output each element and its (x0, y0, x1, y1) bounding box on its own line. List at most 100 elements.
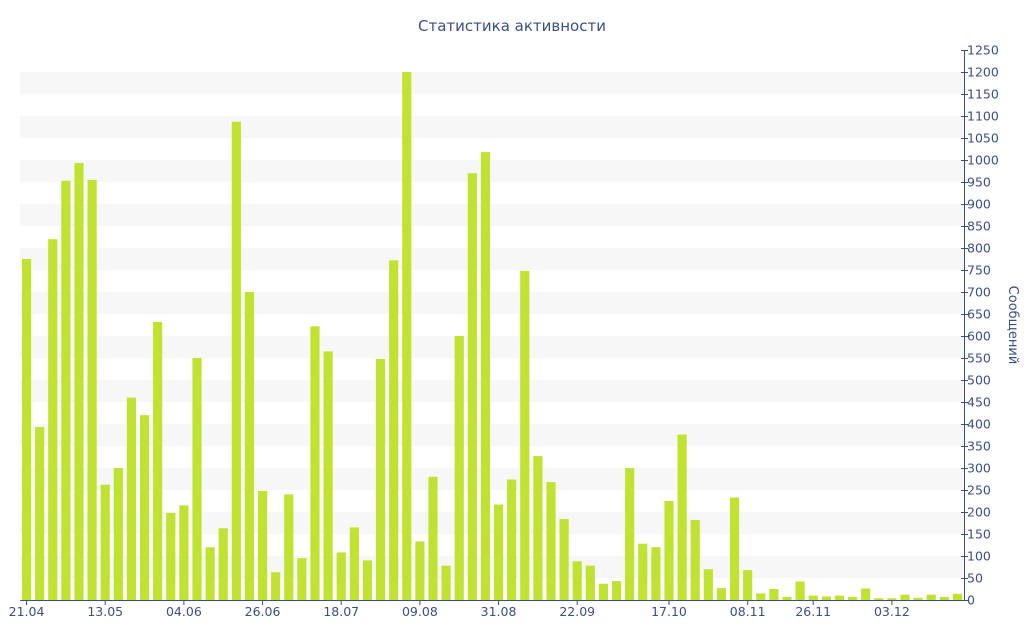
bar (913, 597, 923, 600)
y-tick-label: 1200 (967, 65, 999, 80)
y-tick-label: 650 (967, 307, 991, 322)
bar (192, 358, 202, 600)
bar (782, 596, 792, 600)
grid-band (20, 556, 964, 578)
bar (349, 527, 359, 600)
x-tick-label: 17.10 (651, 604, 687, 619)
bar (952, 593, 963, 600)
bars (21, 72, 963, 601)
bar (87, 179, 97, 601)
bar (690, 519, 700, 600)
bar (375, 358, 386, 600)
x-tick-label: 03.12 (874, 604, 910, 619)
y-tick-label: 1100 (967, 109, 999, 124)
x-axis-ticks: 21.04 13.05 04.06 26.06 18.07 09.08 31.08 22.09… (9, 600, 910, 619)
x-tick-label: 21.04 (9, 604, 45, 619)
bar (153, 321, 163, 600)
grid-band (20, 204, 964, 226)
y-tick-label: 0 (967, 593, 975, 608)
bar (297, 558, 307, 600)
bar (611, 581, 622, 600)
y-tick-label: 750 (967, 263, 991, 278)
y-tick-label: 700 (967, 285, 991, 300)
bar (559, 519, 569, 600)
grid-band (20, 248, 964, 270)
bar (100, 484, 110, 600)
bar (257, 490, 268, 600)
bar (493, 504, 504, 600)
bar (441, 565, 451, 600)
bar (271, 572, 281, 600)
y-tick-label: 50 (967, 571, 983, 586)
bar (336, 552, 346, 600)
bar (729, 497, 740, 600)
y-tick-label: 150 (967, 527, 991, 542)
y-tick-label: 500 (967, 373, 991, 388)
bar (533, 456, 543, 600)
bar (743, 570, 753, 600)
bar (625, 468, 635, 600)
bar (139, 415, 150, 600)
x-tick-label: 22.09 (559, 604, 595, 619)
bar (428, 476, 438, 600)
y-tick-label: 350 (967, 439, 991, 454)
y-axis-ticks: 0 50 100 150 200 250 300 350 400 450 500 550 600 650 7… (961, 43, 999, 608)
y-tick-label: 800 (967, 241, 991, 256)
bar (480, 152, 491, 600)
bar (598, 583, 609, 600)
y-tick-label: 950 (967, 175, 991, 190)
grid-band (20, 336, 964, 358)
x-tick-label: 26.06 (245, 604, 281, 619)
bar (585, 565, 595, 600)
bar (651, 547, 661, 600)
y-axis-label: Сообщений (1005, 286, 1020, 365)
bar (166, 512, 176, 600)
grid-band (20, 380, 964, 402)
bar (126, 397, 137, 600)
bar (664, 501, 674, 600)
bar (546, 482, 556, 600)
grid-band (20, 116, 964, 138)
bar (35, 427, 45, 600)
grid-band (20, 72, 964, 94)
x-tick-label: 18.07 (323, 604, 359, 619)
bar (323, 351, 333, 600)
bar (638, 543, 648, 600)
bar (861, 588, 871, 600)
bar (113, 468, 123, 600)
bar (887, 598, 897, 600)
bar (847, 596, 858, 600)
x-tick-label: 26.11 (795, 604, 831, 619)
grid-band (20, 424, 964, 446)
y-tick-label: 450 (967, 395, 991, 410)
bar (402, 72, 412, 600)
bar (572, 561, 582, 600)
y-tick-label: 200 (967, 505, 991, 520)
y-tick-label: 550 (967, 351, 991, 366)
bar (61, 180, 71, 600)
bar (808, 595, 818, 600)
x-tick-label: 09.08 (402, 604, 438, 619)
y-tick-label: 1150 (967, 87, 999, 102)
y-tick-label: 400 (967, 417, 991, 432)
x-tick-label: 04.06 (166, 604, 202, 619)
bar (677, 434, 687, 600)
bar (900, 594, 910, 600)
y-tick-label: 300 (967, 461, 991, 476)
grid-band (20, 160, 964, 182)
bar (48, 239, 58, 600)
y-tick-label: 250 (967, 483, 991, 498)
bar (454, 336, 464, 600)
x-tick-label: 31.08 (481, 604, 517, 619)
bar (795, 581, 805, 600)
grid-band (20, 292, 964, 314)
y-tick-label: 900 (967, 197, 991, 212)
bar (284, 494, 294, 600)
bar (231, 121, 241, 600)
x-tick-label: 08.11 (730, 604, 766, 619)
y-tick-label: 1250 (967, 43, 999, 58)
bar (179, 505, 189, 600)
bar (415, 541, 425, 600)
grid-band (20, 512, 964, 534)
